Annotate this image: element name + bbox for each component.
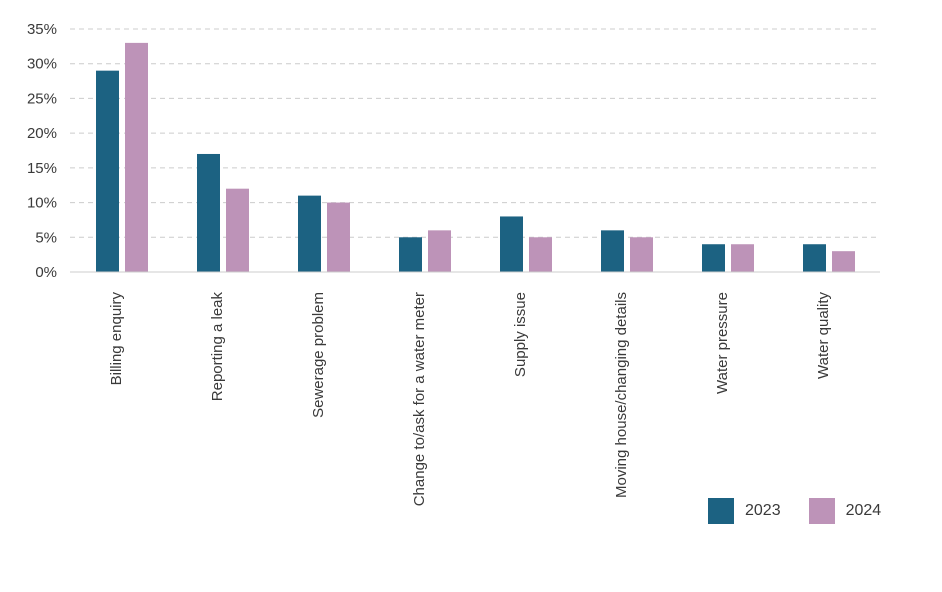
y-tick-label: 35% [27, 21, 57, 38]
bar-2023-3 [298, 195, 321, 272]
bar-2023-2 [197, 153, 220, 272]
bar-2024-7 [731, 244, 754, 272]
legend-swatch-2024 [808, 498, 835, 524]
legend-item-2023: 2023 [708, 498, 781, 524]
y-tick-label: 20% [27, 125, 57, 142]
legend-label-2023: 2023 [745, 502, 781, 519]
y-tick-label: 0% [35, 264, 57, 281]
bar-2024-1 [125, 42, 148, 273]
y-tick-label: 15% [27, 160, 57, 177]
bar-2023-5 [500, 216, 523, 272]
gridlines [70, 28, 880, 238]
bar-2024-4 [428, 230, 451, 272]
category-label: Billing enquiry [108, 292, 125, 386]
bar-2024-3 [327, 202, 350, 272]
bar-2023-4 [399, 237, 422, 272]
bar-2024-6 [630, 237, 653, 272]
y-tick-label: 10% [27, 195, 57, 212]
bar-2023-7 [702, 244, 725, 272]
bar-2024-5 [529, 237, 552, 272]
bar-2023-6 [601, 230, 624, 272]
bar-2024-2 [226, 188, 249, 272]
y-tick-label: 5% [35, 229, 57, 246]
bar-2024-8 [832, 251, 855, 272]
category-labels: Billing enquiry Reporting a leak Sewerage … [108, 292, 832, 507]
bars [96, 42, 855, 273]
y-tick-label: 30% [27, 56, 57, 73]
category-label: Moving house/changing details [613, 292, 630, 498]
legend: 2023 2024 [708, 498, 909, 524]
category-label: Sewerage problem [310, 292, 327, 418]
y-axis-ticks: 0% 5% 10% 15% 20% 25% 30% 35% [27, 21, 57, 281]
legend-label-2024: 2024 [845, 502, 882, 519]
category-label: Reporting a leak [209, 292, 226, 402]
category-label: Change to/ask for a water meter [411, 292, 428, 506]
category-label: Water quality [815, 292, 832, 379]
legend-item-2024: 2024 [808, 498, 882, 524]
legend-swatch-2023 [708, 498, 734, 524]
category-label: Water pressure [714, 292, 731, 394]
category-label: Supply issue [512, 292, 529, 377]
bar-2023-8 [803, 244, 826, 272]
bar-2023-1 [96, 70, 119, 273]
y-tick-label: 25% [27, 90, 57, 107]
